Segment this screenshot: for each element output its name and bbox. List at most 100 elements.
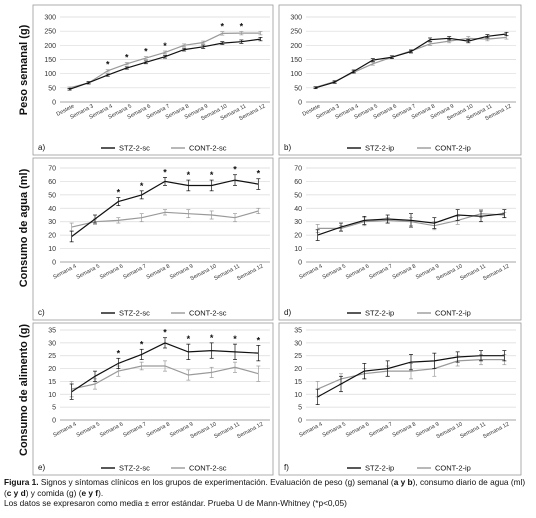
significance-asterisk: * — [163, 328, 167, 338]
series-line — [71, 365, 259, 390]
y-tick-label: 50 — [48, 85, 56, 92]
panel-frame — [32, 4, 274, 156]
significance-asterisk: * — [233, 165, 237, 175]
significance-asterisk: * — [140, 181, 144, 191]
y-tick-label: 50 — [48, 192, 56, 199]
row-y-labels: Peso semanal (g) Consumo de agua (ml) Cons… — [18, 24, 30, 456]
y-tick-label: 0 — [52, 100, 56, 107]
y-tick-label: 20 — [48, 366, 56, 373]
panel-label: f) — [284, 463, 289, 472]
panel-frame — [32, 322, 274, 476]
y-tick-label: 70 — [294, 166, 302, 173]
y-tick-label: 200 — [290, 43, 302, 50]
y-tick-label: 250 — [44, 29, 56, 36]
caption-text-4: ). — [98, 487, 104, 498]
y-tick-label: 5 — [298, 405, 302, 412]
y-tick-label: 70 — [48, 166, 56, 173]
y-tick-label: 30 — [294, 340, 302, 347]
caption-bold-2: c y d — [6, 487, 26, 498]
series-line — [71, 210, 259, 228]
legend-entry: STZ-2-ip — [365, 309, 394, 318]
y-tick-label: 0 — [298, 100, 302, 107]
significance-asterisk: * — [117, 188, 121, 198]
y-tick-label: 150 — [44, 57, 56, 64]
ylabel-agua: Consumo de agua (ml) — [18, 168, 30, 287]
y-tick-label: 0 — [52, 260, 56, 267]
y-tick-label: 60 — [294, 179, 302, 186]
legend-entry: CONT-2-sc — [189, 144, 227, 153]
panel-label: c) — [38, 308, 45, 317]
y-tick-label: 25 — [294, 353, 302, 360]
series-line — [71, 342, 259, 393]
significance-asterisk: * — [240, 21, 244, 31]
caption-figure-label: Figura 1. — [4, 477, 39, 487]
caption-bold-3: e y f — [81, 487, 99, 498]
significance-asterisk: * — [187, 170, 191, 180]
y-tick-label: 30 — [48, 340, 56, 347]
y-tick-label: 100 — [290, 71, 302, 78]
caption-stats-note: Los datos se expresaron como media ± err… — [4, 498, 347, 509]
y-tick-label: 300 — [44, 15, 56, 22]
y-tick-label: 20 — [294, 233, 302, 240]
legend-entry: CONT-2-ip — [435, 464, 471, 473]
significance-asterisk: * — [125, 53, 129, 63]
legend-entry: CONT-2-sc — [189, 309, 227, 318]
y-tick-label: 300 — [290, 15, 302, 22]
significance-asterisk: * — [117, 348, 121, 358]
significance-asterisk: * — [233, 334, 237, 344]
y-tick-label: 100 — [44, 71, 56, 78]
y-tick-label: 0 — [298, 260, 302, 267]
y-tick-label: 10 — [294, 246, 302, 253]
significance-asterisk: * — [187, 334, 191, 344]
y-tick-label: 50 — [294, 85, 302, 92]
y-tick-label: 10 — [48, 392, 56, 399]
series-line — [69, 32, 261, 89]
ylabel-alimento: Consumo de alimento (g) — [18, 324, 30, 456]
caption-text-3: ) y comida (g) ( — [25, 487, 82, 498]
panel-label: b) — [284, 143, 291, 152]
y-tick-label: 25 — [48, 353, 56, 360]
series-STZ-2-ip — [315, 209, 507, 241]
legend-entry: CONT-2-sc — [189, 464, 227, 473]
figure-panels: Peso semanal (g) Consumo de agua (ml) Cons… — [18, 4, 522, 476]
caption-text-1: Signos y síntomas clínicos en los grupos… — [38, 477, 394, 487]
y-tick-label: 40 — [294, 206, 302, 213]
y-tick-label: 10 — [48, 246, 56, 253]
y-tick-label: 40 — [48, 206, 56, 213]
series-line — [317, 359, 505, 390]
significance-asterisk: * — [210, 333, 214, 343]
legend-entry: CONT-2-ip — [435, 309, 471, 318]
y-tick-label: 20 — [294, 366, 302, 373]
series-line — [71, 179, 259, 237]
series-line — [69, 38, 261, 90]
caption-text-2: ), consumo diario de agua (ml) ( — [4, 477, 526, 498]
caption-bold-1: a y b — [393, 477, 413, 487]
series-STZ-2-ip — [315, 350, 507, 405]
significance-asterisk: * — [163, 41, 167, 51]
panel-frame — [278, 157, 522, 321]
legend-entry: CONT-2-ip — [435, 144, 471, 153]
panel-frame — [278, 322, 522, 476]
y-tick-label: 15 — [48, 379, 56, 386]
panel-label: a) — [38, 143, 45, 152]
panel-label: e) — [38, 463, 45, 472]
series-line — [317, 213, 505, 236]
significance-asterisk: * — [144, 47, 148, 57]
series-line — [317, 355, 505, 398]
y-tick-label: 250 — [290, 29, 302, 36]
y-tick-label: 0 — [298, 418, 302, 425]
figure-caption: Figura 1. Signos y síntomas clínicos en … — [4, 477, 534, 509]
significance-asterisk: * — [257, 169, 261, 179]
panel-frame — [32, 157, 274, 321]
series-STZ-2-sc — [69, 337, 261, 400]
legend-entry: STZ-2-ip — [365, 464, 394, 473]
significance-asterisk: * — [106, 60, 110, 70]
legend-entry: STZ-2-sc — [119, 309, 150, 318]
significance-asterisk: * — [140, 339, 144, 349]
series-STZ-2-ip — [313, 31, 509, 90]
